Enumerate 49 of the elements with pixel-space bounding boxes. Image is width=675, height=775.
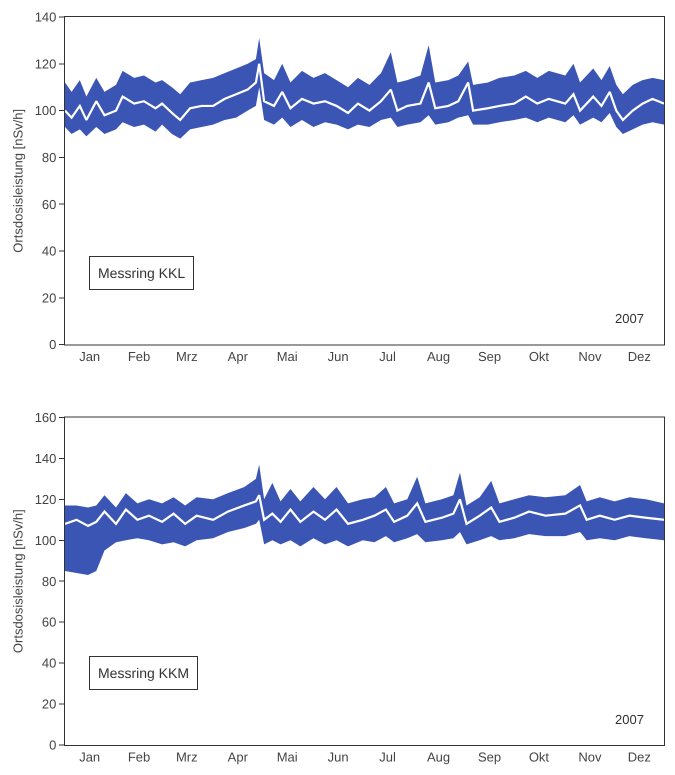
y-tick-label: 100 (34, 103, 56, 118)
y-tick-label: 160 (34, 410, 56, 425)
x-tick-label: Jun (328, 750, 349, 765)
x-tick-label: Apr (228, 750, 249, 765)
y-tick-label: 60 (42, 196, 56, 212)
x-tick-label: Sep (478, 750, 502, 765)
x-tick-label: Feb (128, 349, 150, 364)
x-tick-label: Mai (276, 750, 298, 765)
x-tick-label: Apr (228, 349, 249, 364)
x-tick-label: Aug (426, 750, 450, 765)
x-tick-label: Jan (79, 750, 100, 765)
x-tick-label: Aug (426, 349, 450, 364)
annotation: Messring KKM (98, 665, 190, 681)
y-tick-label: 120 (34, 56, 56, 72)
annotation: Messring KKL (98, 265, 186, 281)
y-tick-label: 20 (42, 696, 56, 712)
x-tick-label: Mrz (176, 750, 198, 765)
x-tick-label: Dez (628, 349, 651, 364)
line-series (65, 494, 664, 528)
y-tick-label: 120 (34, 492, 56, 507)
y-tick-label: 0 (49, 738, 56, 753)
y-axis-title: Ortsdosisleistung [nSv/h] (10, 509, 26, 654)
y-tick-label: 60 (42, 614, 56, 630)
x-tick-label: Jul (379, 349, 396, 364)
x-tick-label: Jun (328, 349, 349, 364)
y-tick-label: 40 (42, 244, 56, 259)
x-tick-label: Dez (628, 750, 651, 765)
y-tick-label: 80 (42, 150, 56, 165)
y-tick-label: 20 (42, 290, 56, 306)
x-tick-label: Nov (578, 750, 602, 765)
x-tick-label: Mai (276, 349, 298, 364)
y-tick-label: 140 (34, 10, 56, 25)
x-tick-label: Sep (478, 349, 502, 364)
x-tick-label: Okt (528, 349, 550, 364)
y-axis-title: Ortsdosisleistung [nSv/h] (10, 108, 26, 253)
x-tick-label: Jan (79, 349, 100, 364)
x-tick-label: Jul (379, 750, 396, 765)
line-series (65, 62, 664, 122)
x-tick-label: Feb (128, 750, 150, 765)
annotation: 2007 (615, 712, 644, 727)
y-tick-label: 80 (42, 574, 56, 589)
y-tick-label: 0 (49, 337, 56, 352)
x-tick-label: Mrz (176, 349, 198, 364)
y-tick-label: 100 (34, 532, 56, 548)
x-tick-label: Okt (528, 750, 550, 765)
y-tick-label: 40 (42, 656, 56, 671)
y-tick-label: 140 (34, 450, 56, 466)
annotation: 2007 (615, 311, 644, 326)
x-tick-label: Nov (578, 349, 602, 364)
